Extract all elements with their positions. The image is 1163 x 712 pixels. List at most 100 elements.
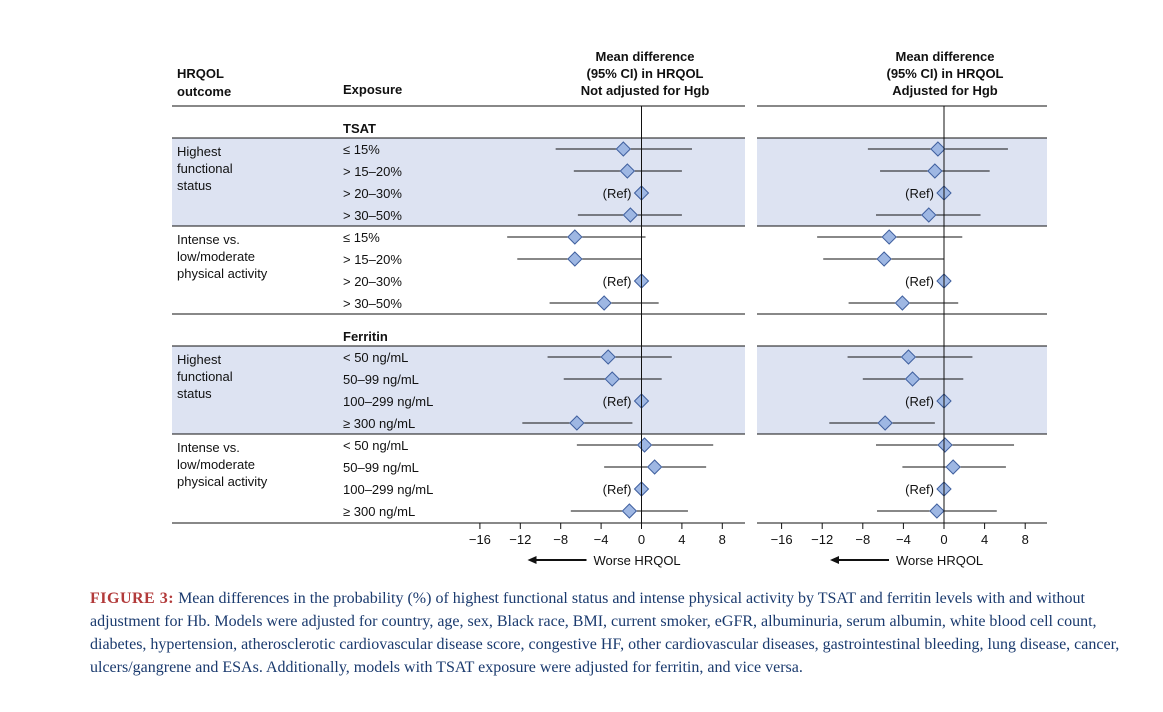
exposure-label: 50–99 ng/mL bbox=[343, 460, 419, 475]
tick-label: −4 bbox=[594, 532, 609, 547]
ref-label: (Ref) bbox=[603, 186, 632, 201]
x-axes: −16 −12 −8 −4 0 4 8 Worse HRQOL −16 −12 −8 −4 0 4 8 Wor… bbox=[172, 106, 1047, 568]
estimate-diamond bbox=[894, 295, 911, 311]
tick-label: −16 bbox=[469, 532, 491, 547]
ref-label: (Ref) bbox=[905, 186, 934, 201]
exposure-header: Exposure bbox=[343, 82, 402, 97]
outcome-label: physical activity bbox=[177, 266, 268, 281]
estimate-diamond bbox=[937, 437, 953, 453]
tick-label: −8 bbox=[553, 532, 568, 547]
tick-label: −12 bbox=[811, 532, 833, 547]
outcome-label: status bbox=[177, 386, 212, 401]
exposure-label: 100–299 ng/mL bbox=[343, 394, 433, 409]
estimate-diamond bbox=[929, 503, 945, 519]
estimate-diamond bbox=[619, 163, 636, 179]
panel2-header-line2: (95% CI) in HRQOL bbox=[886, 66, 1003, 81]
rules-layer bbox=[172, 105, 1047, 435]
outcome-label: Highest bbox=[177, 144, 221, 159]
exposure-label: > 30–50% bbox=[343, 296, 402, 311]
outcome-label: status bbox=[177, 178, 212, 193]
exposure-label: > 20–30% bbox=[343, 186, 402, 201]
exposure-label: ≤ 15% bbox=[343, 230, 380, 245]
exposure-label: > 20–30% bbox=[343, 274, 402, 289]
tick-label: −16 bbox=[771, 532, 793, 547]
panel1-header-line3: Not adjusted for Hgb bbox=[581, 83, 710, 98]
estimate-diamond bbox=[596, 295, 612, 311]
exposure-label: < 50 ng/mL bbox=[343, 350, 408, 365]
row-labels: TSAT Highest functional status ≤ 15% > 15–20%… bbox=[177, 121, 433, 519]
estimate-diamond bbox=[567, 229, 583, 245]
estimate-diamond bbox=[636, 437, 653, 453]
outcome-label: Intense vs. bbox=[177, 232, 240, 247]
worse-arrow-head bbox=[527, 556, 537, 564]
estimate-diamond bbox=[930, 141, 946, 157]
estimate-diamond bbox=[615, 141, 632, 157]
panel2-header-line3: Adjusted for Hgb bbox=[892, 83, 997, 98]
tick-label: 8 bbox=[1022, 532, 1029, 547]
outcome-label: functional bbox=[177, 161, 233, 176]
exposure-label: > 15–20% bbox=[343, 164, 402, 179]
estimate-diamond bbox=[945, 459, 961, 475]
estimate-diamond bbox=[622, 207, 639, 223]
outcome-label: low/moderate bbox=[177, 457, 255, 472]
ref-label: (Ref) bbox=[905, 394, 934, 409]
exposure-label: > 15–20% bbox=[343, 252, 402, 267]
ref-label: (Ref) bbox=[905, 482, 934, 497]
ref-label: (Ref) bbox=[603, 394, 632, 409]
ref-label: (Ref) bbox=[603, 482, 632, 497]
panel1-header-line1: Mean difference bbox=[596, 49, 695, 64]
estimate-diamond bbox=[927, 163, 943, 179]
exposure-label: ≥ 300 ng/mL bbox=[343, 416, 415, 431]
tick-label: −4 bbox=[896, 532, 911, 547]
estimate-diamond bbox=[877, 415, 893, 431]
panel1-header-line2: (95% CI) in HRQOL bbox=[586, 66, 703, 81]
shading-layer bbox=[172, 138, 1047, 434]
estimate-diamond bbox=[646, 459, 663, 475]
section-title: Ferritin bbox=[343, 329, 388, 344]
worse-hrqol-label: Worse HRQOL bbox=[896, 553, 983, 568]
tick-label: 4 bbox=[981, 532, 988, 547]
outcome-label: Intense vs. bbox=[177, 440, 240, 455]
group-shade bbox=[172, 138, 745, 226]
group-shade bbox=[757, 138, 1047, 226]
worse-arrow-head bbox=[830, 556, 839, 564]
estimate-diamond bbox=[881, 229, 897, 245]
exposure-label: < 50 ng/mL bbox=[343, 438, 408, 453]
estimate-diamond bbox=[904, 371, 921, 387]
tick-label: 8 bbox=[719, 532, 726, 547]
estimate-diamond bbox=[567, 251, 583, 267]
outcome-label: physical activity bbox=[177, 474, 268, 489]
estimate-diamond bbox=[921, 207, 937, 223]
tick-label: −8 bbox=[855, 532, 870, 547]
outcome-label: functional bbox=[177, 369, 233, 384]
outcome-header-line2: outcome bbox=[177, 84, 231, 99]
estimate-diamond bbox=[600, 349, 616, 365]
section-title: TSAT bbox=[343, 121, 376, 136]
figure-label: FIGURE 3: bbox=[90, 590, 175, 607]
exposure-label: 50–99 ng/mL bbox=[343, 372, 419, 387]
estimate-diamond bbox=[621, 503, 638, 519]
worse-hrqol-label: Worse HRQOL bbox=[594, 553, 681, 568]
outcome-label: Highest bbox=[177, 352, 221, 367]
forest-plot: HRQOL outcome Exposure Mean difference (… bbox=[172, 49, 1047, 568]
outcome-header-line1: HRQOL bbox=[177, 66, 224, 81]
figure-caption: FIGURE 3: Mean differences in the probab… bbox=[90, 587, 1135, 679]
exposure-label: > 30–50% bbox=[343, 208, 402, 223]
estimate-diamond bbox=[569, 415, 585, 431]
estimate-diamond bbox=[604, 371, 620, 387]
ref-label: (Ref) bbox=[905, 274, 934, 289]
estimate-diamond bbox=[876, 251, 892, 267]
group-shade bbox=[757, 346, 1047, 434]
exposure-label: ≤ 15% bbox=[343, 142, 380, 157]
tick-label: 4 bbox=[678, 532, 685, 547]
tick-label: 0 bbox=[940, 532, 947, 547]
caption-text: Mean differences in the probability (%) … bbox=[90, 590, 1120, 676]
tick-label: −12 bbox=[509, 532, 531, 547]
tick-label: 0 bbox=[638, 532, 645, 547]
estimate-diamond bbox=[900, 349, 917, 365]
panel2-header-line1: Mean difference bbox=[896, 49, 995, 64]
ref-label: (Ref) bbox=[603, 274, 632, 289]
exposure-label: ≥ 300 ng/mL bbox=[343, 504, 415, 519]
group-shade bbox=[172, 346, 745, 434]
exposure-label: 100–299 ng/mL bbox=[343, 482, 433, 497]
